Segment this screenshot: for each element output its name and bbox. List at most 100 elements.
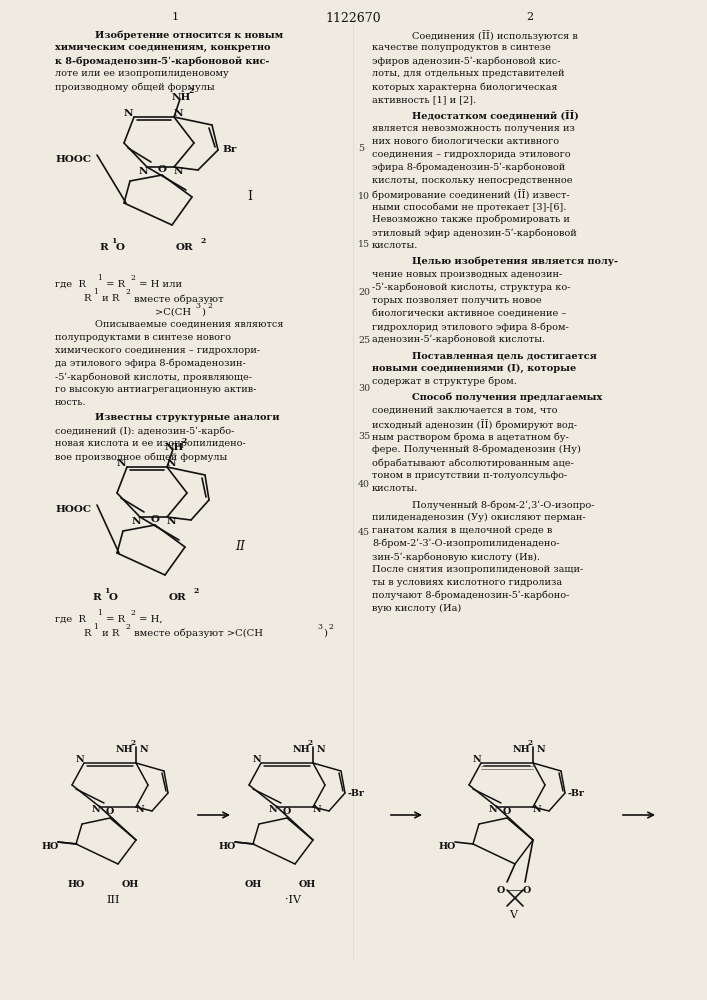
Text: ность.: ность. (55, 398, 87, 407)
Text: OH: OH (299, 880, 316, 889)
Text: исходный аденозин (ĪĪ) бромируют вод-: исходный аденозин (ĪĪ) бромируют вод- (372, 419, 577, 430)
Text: 2: 2 (328, 623, 333, 631)
Text: где  R: где R (55, 280, 86, 289)
Text: R: R (83, 294, 90, 303)
Text: кислоты, поскольку непосредственное: кислоты, поскольку непосредственное (372, 176, 573, 185)
Text: 2: 2 (130, 739, 135, 747)
Text: 1: 1 (171, 12, 179, 22)
Text: 1: 1 (93, 623, 98, 631)
Text: O: O (151, 514, 160, 524)
Text: которых характерна биологическая: которых характерна биологическая (372, 82, 558, 92)
Text: 3: 3 (195, 302, 200, 310)
Text: 2: 2 (527, 739, 532, 747)
Text: Невозможно также пробромировать и: Невозможно также пробромировать и (372, 215, 570, 225)
Text: -Br: -Br (348, 788, 365, 798)
Text: содержат в структуре бром.: содержат в структуре бром. (372, 377, 517, 386)
Text: III: III (106, 895, 119, 905)
Text: N: N (269, 804, 277, 814)
Text: 1: 1 (93, 288, 98, 296)
Text: Изобретение относится к новым: Изобретение относится к новым (95, 30, 283, 39)
Text: соединения – гидрохлорида этилового: соединения – гидрохлорида этилового (372, 150, 571, 159)
Text: HO: HO (68, 880, 86, 889)
Text: HOOC: HOOC (55, 155, 91, 164)
Text: 20: 20 (358, 288, 370, 297)
Text: NH: NH (116, 745, 134, 754)
Text: фере. Полученный 8-бромаденозин (Ну): фере. Полученный 8-бромаденозин (Ну) (372, 445, 581, 454)
Text: O: O (106, 808, 114, 816)
Text: O: O (497, 886, 505, 895)
Text: бромирование соединений (ĪĪ) извест-: бромирование соединений (ĪĪ) извест- (372, 189, 570, 200)
Text: После снятия изопропилиденовой защи-: После снятия изопропилиденовой защи- (372, 565, 583, 574)
Text: вместе образуют: вместе образуют (131, 294, 223, 304)
Text: O: O (158, 164, 167, 174)
Text: Целью изобретения является полу-: Целью изобретения является полу- (412, 257, 618, 266)
Text: HO: HO (439, 842, 456, 851)
Text: >C(CH: >C(CH (155, 308, 191, 317)
Text: = H или: = H или (136, 280, 182, 289)
Text: пилиденаденозин (Уу) окисляют перман-: пилиденаденозин (Уу) окисляют перман- (372, 513, 585, 522)
Text: 2: 2 (130, 274, 135, 282)
Text: лоте или ее изопропилиденовому: лоте или ее изопропилиденовому (55, 69, 229, 78)
Text: R: R (83, 629, 90, 638)
Text: OH: OH (245, 880, 262, 889)
Text: чение новых производных аденозин-: чение новых производных аденозин- (372, 270, 562, 279)
Text: производному общей формулы: производному общей формулы (55, 82, 215, 92)
Text: лоты, для отдельных представителей: лоты, для отдельных представителей (372, 69, 564, 78)
Text: NH: NH (172, 93, 192, 102)
Text: вое производное общей формулы: вое производное общей формулы (55, 452, 227, 462)
Text: 2: 2 (125, 623, 130, 631)
Text: N: N (489, 804, 497, 814)
Text: N: N (173, 108, 182, 117)
Text: N: N (140, 745, 148, 754)
Text: соединений заключается в том, что: соединений заключается в том, что (372, 406, 558, 415)
Text: O: O (283, 808, 291, 816)
Text: N: N (252, 754, 262, 764)
Text: химическим соединениям, конкретно: химическим соединениям, конкретно (55, 43, 271, 52)
Text: вместе образуют >C(CH: вместе образуют >C(CH (131, 629, 263, 639)
Text: N: N (76, 754, 84, 764)
Text: Известны структурные аналоги: Известны структурные аналоги (95, 413, 279, 422)
Text: качестве полупродуктов в синтезе: качестве полупродуктов в синтезе (372, 43, 551, 52)
Text: N: N (116, 458, 126, 468)
Text: N: N (317, 745, 325, 754)
Text: кислоты.: кислоты. (372, 241, 419, 250)
Text: N: N (532, 804, 542, 814)
Text: Соединения (ĪĪ) используются в: Соединения (ĪĪ) используются в (412, 30, 578, 41)
Text: R: R (99, 243, 107, 252)
Text: N: N (139, 166, 148, 176)
Text: N: N (132, 516, 141, 526)
Text: ·IV: ·IV (285, 895, 301, 905)
Text: го высокую антиагрегационную актив-: го высокую антиагрегационную актив- (55, 385, 257, 394)
Text: 1: 1 (97, 274, 102, 282)
Text: N: N (92, 804, 100, 814)
Text: HO: HO (219, 842, 236, 851)
Text: = R: = R (103, 615, 125, 624)
Text: ными способами не протекает [3]-[6].: ными способами не протекает [3]-[6]. (372, 202, 566, 212)
Text: получают 8-бромаденозин-5ʹ-карбоно-: получают 8-бромаденозин-5ʹ-карбоно- (372, 591, 569, 600)
Text: V: V (509, 910, 517, 920)
Text: 45: 45 (358, 528, 370, 537)
Text: 5: 5 (358, 144, 364, 153)
Text: к 8-бромаденозин-5ʹ-карбоновой кис-: к 8-бромаденозин-5ʹ-карбоновой кис- (55, 56, 269, 66)
Text: R: R (92, 593, 101, 602)
Text: да этилового эфира 8-бромаденозин-: да этилового эфира 8-бромаденозин- (55, 359, 246, 368)
Text: HOOC: HOOC (55, 505, 91, 514)
Text: торых позволяет получить новое: торых позволяет получить новое (372, 296, 542, 305)
Text: 2: 2 (125, 288, 130, 296)
Text: 40: 40 (358, 480, 370, 489)
Text: биологически активное соединение –: биологически активное соединение – (372, 309, 566, 318)
Text: 1122670: 1122670 (325, 12, 381, 25)
Text: эфиров аденозин-5ʹ-карбоновой кис-: эфиров аденозин-5ʹ-карбоновой кис- (372, 56, 561, 66)
Text: OR: OR (176, 243, 194, 252)
Text: II: II (235, 540, 245, 553)
Text: новыми соединениями (I), которые: новыми соединениями (I), которые (372, 364, 576, 373)
Text: соединений (I): аденозин-5ʹ-карбо-: соединений (I): аденозин-5ʹ-карбо- (55, 426, 235, 436)
Text: Br: Br (222, 145, 236, 154)
Text: 2: 2 (193, 587, 198, 595)
Text: N: N (473, 754, 481, 764)
Text: N: N (173, 166, 182, 176)
Text: ным раствором брома в ацетатном бу-: ным раствором брома в ацетатном бу- (372, 432, 568, 442)
Text: ): ) (323, 629, 327, 638)
Text: OH: OH (122, 880, 139, 889)
Text: ): ) (201, 308, 205, 317)
